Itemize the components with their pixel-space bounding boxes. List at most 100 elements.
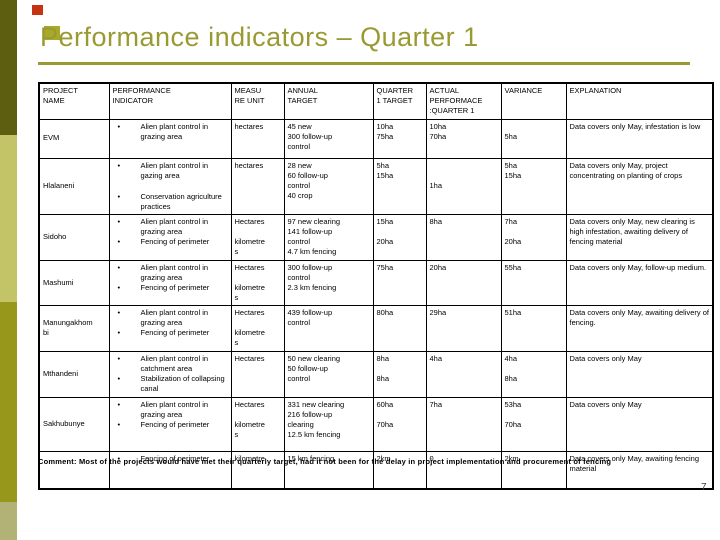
indicator-text: Conservation agriculture practices [140, 191, 224, 211]
performance-indicator-cell: • Alien plant control in grazing area • Fen… [108, 396, 232, 452]
column-header-0: PROJECT NAME [38, 82, 110, 120]
explanation-cell: Data covers only May, awaiting fencing m… [565, 450, 714, 490]
comment-overlay: Comment: Most of the projects would have… [38, 457, 612, 466]
bullet-icon: • [117, 419, 121, 429]
slide-title: Performance indicators – Quarter 1 [40, 22, 479, 52]
actual-performance-cell: 1ha [425, 157, 502, 215]
annual-target-cell: 97 new clearing 141 follow-up control 4.… [283, 214, 374, 261]
indicator-text: Alien plant control in grazing area [140, 308, 211, 328]
actual-performance-cell: 29ha [425, 305, 502, 352]
actual-performance-cell: 0 [425, 450, 502, 490]
variance-cell: 55ha [500, 259, 567, 306]
column-header-3: ANNUAL TARGET [283, 82, 374, 120]
bullet-icon: • [117, 160, 121, 170]
table-row: Sakhubunye • Alien plant control in grazin… [38, 396, 714, 452]
indicator-text: Alien plant control in catchment area [140, 353, 211, 373]
variance-cell: 2km [500, 450, 567, 490]
project-name-cell: Manungakhom bi [38, 305, 110, 352]
column-header-5: ACTUAL PERFORMACE :QUARTER 1 [425, 82, 502, 120]
table-row: Mashumi • Alien plant control in grazing a… [38, 259, 714, 306]
indicator-text: Alien plant control in grazing area [140, 217, 211, 237]
table-row: Manungakhom bi • Alien plant control in gr… [38, 305, 714, 352]
indicator-text: Stabilization of collapsing canal [140, 373, 227, 393]
title-underline [38, 62, 690, 65]
column-header-1: PERFORMANCE INDICATOR [108, 82, 232, 120]
explanation-cell: Data covers only May, project concentrat… [565, 157, 714, 215]
project-name-cell [38, 450, 110, 490]
quarter1-target-cell: 2km [372, 450, 427, 490]
project-name-cell: Hlalaneni [38, 157, 110, 215]
actual-performance-cell: 8ha [425, 214, 502, 261]
actual-performance-cell: 20ha [425, 259, 502, 306]
bullet-icon: • [117, 353, 121, 363]
quarter1-target-cell: 15ha 20ha [372, 214, 427, 261]
variance-cell: 53ha 70ha [500, 396, 567, 452]
explanation-cell: Data covers only May, infestation is low [565, 118, 714, 159]
measure-unit-cell: Hectares [230, 350, 285, 398]
actual-performance-cell: 7ha [425, 396, 502, 452]
measure-unit-cell: kilometre [230, 450, 285, 490]
explanation-cell: Data covers only May, new clearing is hi… [565, 214, 714, 261]
measure-unit-cell: hectares [230, 157, 285, 215]
column-header-6: VARIANCE [500, 82, 567, 120]
bullet-icon: • [117, 308, 121, 317]
table-row: EVM • Alien plant control in grazing area h… [38, 118, 714, 159]
bullet-icon: • [117, 237, 121, 247]
project-name-cell: Sidoho [38, 214, 110, 261]
project-name-cell: Mthandeni [38, 350, 110, 398]
actual-performance-cell: 10ha 70ha [425, 118, 502, 159]
bullet-icon: • [117, 262, 121, 272]
performance-indicator-cell: • Alien plant control in grazing area • Fen… [108, 305, 232, 352]
performance-indicator-cell: • Alien plant control in catchment area • S… [108, 350, 232, 398]
variance-cell: 4ha 8ha [500, 350, 567, 398]
indicator-text: Fencing of perimeter [140, 453, 210, 463]
bullet-icon: • [117, 328, 121, 338]
annual-target-cell: 331 new clearing 216 follow-up clearing … [283, 396, 374, 452]
sidebar-accent-top [0, 0, 17, 135]
performance-indicator-cell: • Alien plant control in grazing area [108, 118, 232, 159]
actual-performance-cell: 4ha [425, 350, 502, 398]
quarter1-target-cell: 5ha 15ha [372, 157, 427, 215]
project-name-cell: Mashumi [38, 259, 110, 306]
red-square-decoration [32, 5, 43, 15]
bullet-icon: • [117, 121, 121, 131]
explanation-cell: Data covers only May, awaiting delivery … [565, 305, 714, 352]
project-name-cell: Sakhubunye [38, 396, 110, 452]
bullet-icon: • [117, 191, 121, 201]
variance-cell: 7ha 20ha [500, 214, 567, 261]
annual-target-cell: 45 new 300 follow-up control [283, 118, 374, 159]
annual-target-cell: 15 km fencing [283, 450, 374, 490]
performance-indicator-cell: • Alien plant control in gazing area • Cons… [108, 157, 232, 215]
table-row: Mthandeni • Alien plant control in catchme… [38, 350, 714, 398]
performance-indicator-cell: • Fencing of perimeter [108, 450, 232, 490]
sidebar-accent-foot [0, 502, 17, 540]
performance-indicator-cell: • Alien plant control in grazing area • Fen… [108, 214, 232, 261]
quarter1-target-cell: 80ha [372, 305, 427, 352]
indicator-text: Alien plant control in grazing area [140, 399, 211, 419]
table-row: Sidoho • Alien plant control in grazing ar… [38, 214, 714, 261]
quarter1-target-cell: 10ha 75ha [372, 118, 427, 159]
bullet-icon: • [117, 217, 121, 226]
olive-square-decoration [44, 26, 60, 40]
sidebar-accent-middle [0, 135, 17, 302]
column-header-7: EXPLANATION [565, 82, 714, 120]
measure-unit-cell: Hectares kilometre s [230, 214, 285, 261]
table-row: • Fencing of perimeter kilometre 15 km fenc… [38, 450, 714, 490]
variance-cell: 51ha [500, 305, 567, 352]
quarter1-target-cell: 60ha 70ha [372, 396, 427, 452]
performance-indicator-cell: • Alien plant control in grazing area • Fen… [108, 259, 232, 306]
indicator-text: Alien plant control in grazing area [140, 262, 211, 282]
sidebar-accent-bottom [0, 302, 17, 502]
quarter1-target-cell: 75ha [372, 259, 427, 306]
annual-target-cell: 50 new clearing 50 follow-up control [283, 350, 374, 398]
indicator-text: Fencing of perimeter [140, 282, 210, 292]
indicator-text: Fencing of perimeter [140, 328, 210, 338]
annual-target-cell: 439 follow-up control [283, 305, 374, 352]
variance-cell: 5ha 15ha [500, 157, 567, 215]
explanation-cell: Data covers only May [565, 396, 714, 452]
project-name-cell: EVM [38, 118, 110, 159]
variance-cell: 5ha [500, 118, 567, 159]
bullet-icon: • [117, 373, 121, 383]
bullet-icon: • [117, 399, 121, 409]
